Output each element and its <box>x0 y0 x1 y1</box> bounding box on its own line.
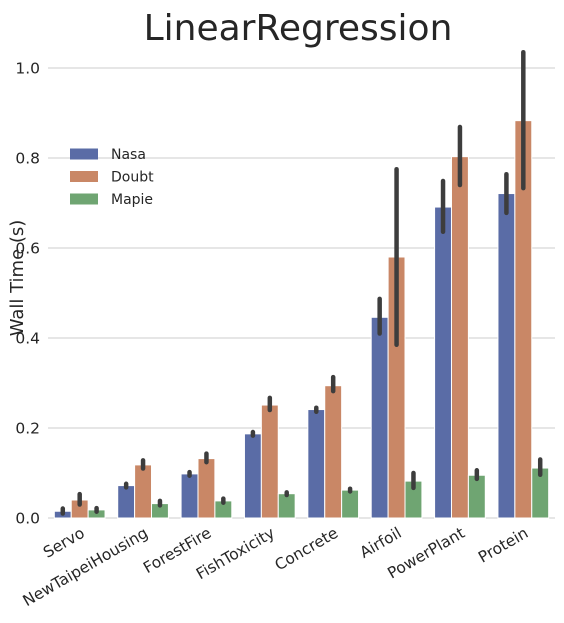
bar-doubt <box>197 458 216 519</box>
x-tick-label: Concrete <box>272 524 341 575</box>
bar-nasa <box>117 485 136 519</box>
legend-label-mapie: Mapie <box>111 192 153 208</box>
x-tick-label: Protein <box>475 524 531 567</box>
bars <box>53 120 550 519</box>
x-tick-labels: ServoNewTaipeiHousingForestFireFishToxic… <box>20 524 532 610</box>
grid-lines <box>48 67 555 519</box>
y-tick-label: 0.4 <box>15 330 40 348</box>
bar-doubt <box>324 385 343 519</box>
bar-nasa <box>243 433 262 519</box>
bar-nasa <box>180 473 199 519</box>
legend-swatch-mapie <box>70 193 98 205</box>
x-tick-label: Airfoil <box>357 524 405 562</box>
bar-nasa <box>434 206 452 519</box>
bar-nasa <box>307 409 326 519</box>
y-tick-label: 0.2 <box>15 420 40 438</box>
y-axis-label: Wall Time (s) <box>7 220 28 337</box>
x-tick-label: Servo <box>40 524 87 562</box>
legend-label-nasa: Nasa <box>111 147 146 163</box>
bar-doubt <box>450 156 469 519</box>
bar-nasa <box>370 316 389 519</box>
legend-swatch-nasa <box>70 148 98 160</box>
legend-swatch-doubt <box>70 171 98 182</box>
y-tick-label: 0.0 <box>15 510 40 528</box>
y-tick-labels: 0.0 0.2 0.4 0.6 0.8 1.0 <box>15 60 40 528</box>
y-tick-label: 1.0 <box>15 60 40 78</box>
legend: Nasa Doubt Mapie <box>70 147 154 208</box>
bar-mapie <box>341 489 360 519</box>
error-bars <box>60 50 543 516</box>
legend-label-doubt: Doubt <box>111 170 154 186</box>
bar-mapie <box>277 493 296 519</box>
y-tick-label: 0.8 <box>15 150 40 168</box>
bar-doubt <box>260 404 279 519</box>
bar-mapie <box>467 474 486 519</box>
bar-nasa <box>497 193 516 519</box>
y-tick-label: 0.6 <box>15 240 40 258</box>
chart-title: LinearRegression <box>144 8 453 49</box>
bar-doubt <box>134 464 153 519</box>
